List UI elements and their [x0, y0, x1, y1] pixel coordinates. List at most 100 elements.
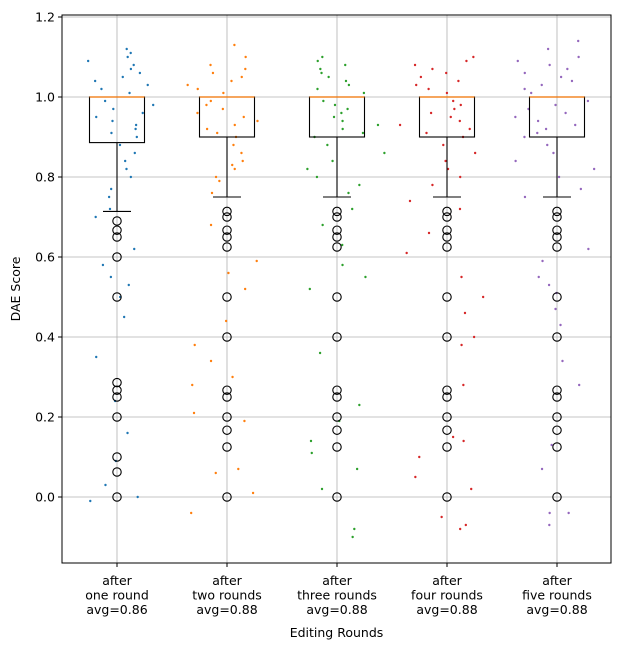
y-axis-label: DAE Score: [8, 256, 23, 321]
data-point: [133, 247, 136, 251]
data-point: [355, 467, 359, 471]
outlier-marker: [222, 442, 232, 452]
data-point: [536, 131, 539, 135]
data-point: [316, 59, 319, 63]
data-point: [523, 195, 527, 199]
data-point: [557, 175, 561, 179]
data-point: [425, 131, 428, 135]
outlier-marker: [442, 392, 452, 402]
data-point: [233, 167, 236, 171]
data-point: [537, 275, 540, 279]
outlier-marker: [442, 492, 452, 502]
data-point: [218, 179, 221, 183]
data-point: [451, 99, 455, 103]
data-point: [214, 175, 218, 179]
data-point: [205, 127, 209, 131]
data-point: [341, 119, 344, 123]
data-point: [408, 199, 412, 203]
outlier-marker: [112, 412, 122, 422]
outlier-marker: [332, 242, 342, 252]
data-point: [418, 455, 421, 459]
outlier-marker: [552, 385, 562, 395]
data-point: [347, 83, 351, 87]
data-point: [457, 79, 460, 83]
outlier-marker: [332, 385, 342, 395]
outlier-marker: [552, 392, 562, 402]
data-point: [251, 491, 255, 495]
outlier-marker: [222, 385, 232, 395]
data-point: [222, 91, 225, 95]
data-point: [221, 107, 225, 111]
data-point: [110, 131, 113, 135]
data-point: [536, 119, 540, 123]
data-point: [548, 523, 551, 527]
data-point: [566, 67, 569, 71]
data-point: [460, 275, 463, 279]
outlier-marker: [222, 412, 232, 422]
data-point: [516, 59, 519, 63]
data-point: [462, 383, 465, 387]
data-point: [358, 183, 361, 187]
data-point: [415, 83, 418, 87]
data-point: [414, 475, 417, 479]
outlier-marker: [552, 212, 562, 222]
data-point: [243, 419, 246, 423]
outlier-marker: [442, 292, 452, 302]
outlier-marker: [552, 242, 562, 252]
data-point: [191, 383, 194, 387]
axes: 0.0 0.2 0.4 0.6 0.8 1.0 1.2 after one round avg=0…: [35, 10, 592, 618]
data-point: [240, 75, 243, 79]
outlier-marker: [112, 492, 122, 502]
data-point: [215, 131, 219, 135]
data-point: [567, 511, 570, 515]
data-point: [347, 191, 350, 195]
data-point: [523, 135, 526, 139]
x-tick-label: after one round avg=0.86: [85, 573, 149, 617]
data-point: [127, 283, 130, 287]
data-point: [564, 111, 567, 115]
data-point: [353, 527, 356, 531]
outlier-marker: [442, 225, 452, 235]
data-point: [463, 311, 467, 315]
data-point: [376, 123, 380, 127]
data-point: [125, 167, 128, 171]
data-point: [544, 127, 548, 131]
outlier-marker: [112, 385, 122, 395]
outlier-marker: [112, 467, 122, 477]
data-point: [94, 215, 97, 219]
data-point: [209, 63, 212, 67]
data-point: [231, 163, 234, 167]
data-point: [100, 87, 103, 91]
data-point: [548, 511, 551, 515]
data-point: [189, 511, 193, 515]
outlier-marker: [112, 392, 122, 402]
outlier-marker: [112, 252, 122, 262]
outlier-marker: [222, 425, 232, 435]
data-point: [361, 131, 365, 135]
data-point: [333, 103, 337, 107]
data-point: [319, 67, 322, 71]
outlier-marker: [552, 412, 562, 422]
data-point: [561, 359, 564, 363]
data-point: [122, 315, 126, 319]
outlier-marker: [112, 216, 122, 226]
data-point: [592, 167, 596, 171]
data-point: [205, 103, 208, 107]
data-point: [121, 75, 124, 79]
data-point: [440, 515, 443, 519]
y-tick-label: 1.0: [35, 90, 55, 105]
outlier-marker: [442, 212, 452, 222]
x-tick-label: after three rounds avg=0.88: [297, 573, 377, 617]
data-point: [109, 187, 113, 191]
data-point: [344, 79, 348, 83]
data-point: [472, 55, 475, 59]
data-point: [230, 79, 233, 83]
data-point: [125, 47, 128, 51]
outlier-marker: [112, 292, 122, 302]
data-point: [350, 207, 354, 211]
data-point: [529, 91, 533, 95]
data-point: [104, 483, 107, 487]
data-point: [231, 375, 234, 379]
